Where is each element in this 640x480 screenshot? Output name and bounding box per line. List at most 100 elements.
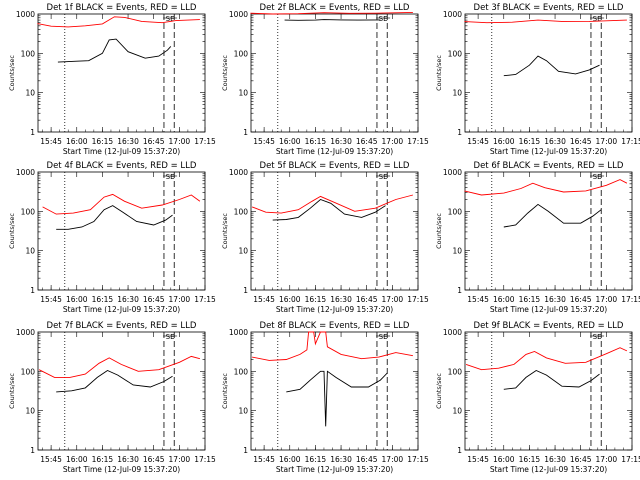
events-series-line xyxy=(272,198,386,221)
panel-title: Det 8f BLACK = Events, RED = LLD xyxy=(260,321,410,331)
x-axis-label: Start Time (12-Jul-09 15:37:20) xyxy=(490,465,607,474)
x-tick-label: 16:30 xyxy=(330,137,352,146)
y-tick-label: 1000 xyxy=(229,328,248,337)
x-tick-label: 16:45 xyxy=(356,137,378,146)
x-axis-label: Start Time (12-Jul-09 15:37:20) xyxy=(63,465,180,474)
x-tick-label: 16:15 xyxy=(92,137,114,146)
y-tick-label: 1 xyxy=(243,128,248,137)
x-tick-label: 15:45 xyxy=(467,455,489,464)
x-tick-label: 16:45 xyxy=(143,137,165,146)
x-tick-label: 16:15 xyxy=(305,295,327,304)
y-tick-label: 10 xyxy=(452,247,462,256)
lld-series-line xyxy=(464,179,628,196)
y-tick-label: 1000 xyxy=(16,328,35,337)
lld-series-line xyxy=(465,347,628,371)
x-tick-label: 17:15 xyxy=(194,137,216,146)
x-tick-label: 17:15 xyxy=(621,137,640,146)
marker-label: SE xyxy=(166,173,175,181)
x-tick-label: 16:30 xyxy=(544,455,566,464)
events-series-line xyxy=(503,369,600,390)
panel-title: Det 9f BLACK = Events, RED = LLD xyxy=(474,321,624,331)
y-tick-label: 1 xyxy=(30,286,35,295)
panel-title: Det 2f BLACK = Events, RED = LLD xyxy=(260,3,410,13)
y-axis-label: Counts/sec xyxy=(435,373,443,409)
panel-det-1f: Det 1f BLACK = Events, RED = LLD 1 10 100 10… xyxy=(8,3,216,156)
x-tick-label: 16:15 xyxy=(92,455,114,464)
y-axis-label: Counts/sec xyxy=(221,55,229,91)
events-series-line xyxy=(503,55,600,77)
panel-det-3f: Det 3f BLACK = Events, RED = LLD 1 10 100 10… xyxy=(435,3,640,156)
x-tick-label: 16:00 xyxy=(66,137,88,146)
y-axis-label: Counts/sec xyxy=(221,373,229,409)
y-tick-label: 10 xyxy=(452,89,462,98)
y-tick-label: 100 xyxy=(21,207,36,216)
x-tick-label: 15:45 xyxy=(467,137,489,146)
y-tick-label: 1000 xyxy=(443,328,462,337)
x-axis-label: Start Time (12-Jul-09 15:37:20) xyxy=(63,147,180,156)
y-tick-label: 10 xyxy=(238,407,248,416)
marker-label: SE xyxy=(379,333,388,341)
x-tick-label: 17:00 xyxy=(169,295,191,304)
y-axis-label: Counts/sec xyxy=(8,373,16,409)
y-tick-label: 10 xyxy=(238,247,248,256)
x-tick-label: 15:45 xyxy=(253,137,275,146)
events-series-line xyxy=(503,203,602,228)
panel-det-4f: Det 4f BLACK = Events, RED = LLD 1 10 100 10… xyxy=(8,161,216,314)
plot-frame xyxy=(464,171,633,291)
x-axis-label: Start Time (12-Jul-09 15:37:20) xyxy=(276,465,393,474)
x-tick-label: 16:45 xyxy=(143,455,165,464)
panel-title: Det 4f BLACK = Events, RED = LLD xyxy=(47,161,197,171)
y-axis-label: Counts/sec xyxy=(435,213,443,249)
x-tick-label: 16:15 xyxy=(305,137,327,146)
x-tick-label: 17:15 xyxy=(407,455,429,464)
marker-label: SE xyxy=(379,15,388,23)
x-tick-label: 16:30 xyxy=(117,455,139,464)
x-tick-label: 16:30 xyxy=(330,455,352,464)
x-axis-label: Start Time (12-Jul-09 15:37:20) xyxy=(63,305,180,314)
y-tick-label: 100 xyxy=(448,367,463,376)
events-series-line xyxy=(56,205,173,230)
panel-title: Det 3f BLACK = Events, RED = LLD xyxy=(474,3,624,13)
lld-series-line xyxy=(464,19,627,24)
y-tick-label: 1000 xyxy=(229,168,248,177)
y-tick-label: 100 xyxy=(234,367,249,376)
x-tick-label: 15:45 xyxy=(40,295,62,304)
y-tick-label: 1000 xyxy=(443,168,462,177)
panel-det-8f: Det 8f BLACK = Events, RED = LLD 1 10 100 10… xyxy=(221,321,429,474)
x-axis-label: Start Time (12-Jul-09 15:37:20) xyxy=(490,147,607,156)
marker-label: SE xyxy=(593,173,602,181)
x-tick-label: 16:15 xyxy=(519,295,541,304)
panel-title: Det 1f BLACK = Events, RED = LLD xyxy=(47,3,197,13)
marker-label: SE xyxy=(593,333,602,341)
marker-label: SE xyxy=(166,15,175,23)
x-tick-label: 17:00 xyxy=(596,455,618,464)
x-tick-label: 16:30 xyxy=(544,295,566,304)
x-tick-label: 16:45 xyxy=(143,295,165,304)
panel-title: Det 7f BLACK = Events, RED = LLD xyxy=(47,321,197,331)
marker-label: SE xyxy=(593,15,602,23)
y-tick-label: 100 xyxy=(448,49,463,58)
events-series-line xyxy=(284,19,381,21)
lld-series-line xyxy=(37,16,200,28)
panel-title: Det 5f BLACK = Events, RED = LLD xyxy=(260,161,410,171)
y-tick-label: 100 xyxy=(448,207,463,216)
lld-series-line xyxy=(38,355,201,378)
lld-series-line xyxy=(252,331,413,361)
panel-det-9f: Det 9f BLACK = Events, RED = LLD 1 10 100 10… xyxy=(435,321,640,474)
y-axis-label: Counts/sec xyxy=(8,213,16,249)
x-tick-label: 16:00 xyxy=(66,295,88,304)
x-tick-label: 17:00 xyxy=(169,137,191,146)
x-tick-label: 16:45 xyxy=(570,455,592,464)
y-tick-label: 1 xyxy=(243,446,248,455)
x-tick-label: 15:45 xyxy=(253,455,275,464)
x-tick-label: 16:45 xyxy=(356,295,378,304)
x-tick-label: 15:45 xyxy=(467,295,489,304)
events-series-line xyxy=(57,38,172,63)
x-tick-label: 16:00 xyxy=(493,137,515,146)
events-series-line xyxy=(286,370,388,427)
y-tick-label: 100 xyxy=(21,367,36,376)
y-tick-label: 10 xyxy=(238,89,248,98)
y-tick-label: 1000 xyxy=(443,10,462,19)
panel-det-7f: Det 7f BLACK = Events, RED = LLD 1 10 100 10… xyxy=(8,321,216,474)
